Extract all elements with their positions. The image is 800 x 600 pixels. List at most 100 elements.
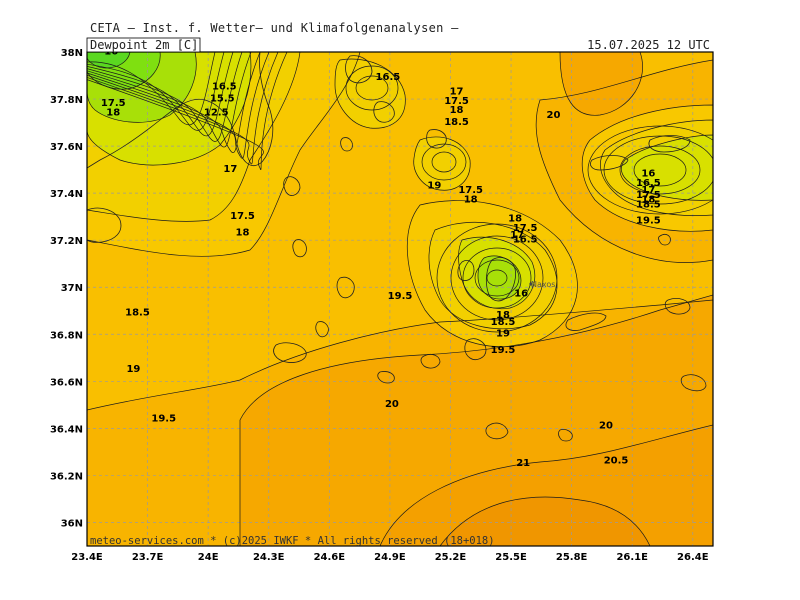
contour-label: 20.5	[604, 456, 629, 467]
contour-line	[87, 52, 270, 159]
contour-line	[620, 134, 713, 201]
contour-line	[619, 145, 701, 195]
contour-label: 19.5	[388, 291, 413, 302]
parameter-title: Dewpoint 2m [C]	[90, 38, 198, 52]
contour-line	[458, 236, 536, 310]
latitude-tick-label: 36.2N	[50, 471, 83, 482]
island-sifnos	[315, 321, 329, 338]
contour-line	[379, 424, 713, 546]
contour-label: 18	[106, 108, 120, 119]
place-label-naxos: Naxos	[531, 280, 555, 289]
latitude-tick-label: 36.6N	[50, 377, 83, 388]
contour-label: 17.5	[101, 98, 126, 109]
island-samos	[648, 135, 691, 153]
field-band-17-east	[621, 135, 713, 201]
field-band-21	[440, 497, 650, 546]
contour-label: 16	[641, 169, 655, 180]
longitude-tick-label: 24.9E	[374, 552, 406, 563]
contour-label: 18	[450, 105, 464, 116]
latitude-tick-label: 37.6N	[50, 142, 83, 153]
island-syros	[340, 137, 353, 152]
contour-label: 17	[450, 86, 464, 97]
contour-line	[431, 151, 457, 173]
island-tinos	[373, 101, 395, 123]
contour-line	[87, 52, 234, 137]
contour-label: 17.5	[458, 185, 483, 196]
latitude-tick-label: 36N	[61, 518, 83, 529]
contour-label: 18	[641, 195, 655, 206]
contour-lines	[87, 52, 713, 546]
island-kythnos	[292, 239, 307, 258]
contour-line	[535, 59, 713, 263]
contour-line	[587, 125, 713, 215]
island-kea	[283, 176, 301, 196]
island-folegandros	[377, 371, 395, 384]
contour-label: 16.5	[212, 82, 237, 93]
latitude-tick-label: 37.8N	[50, 95, 83, 106]
attica-coast	[87, 52, 274, 169]
producer-title: CETA — Inst. f. Wetter— und Klimafolgena…	[90, 21, 459, 35]
credit-line: meteo-services.com * (c)2025 IWKF * All …	[90, 535, 495, 547]
islands	[87, 52, 707, 442]
contour-label: 17.5	[636, 190, 661, 201]
dewpoint-field	[87, 52, 713, 546]
contour-label: 18.5	[444, 117, 469, 128]
naxos-marker	[529, 282, 533, 286]
contour-line	[474, 259, 520, 297]
contour-line	[87, 52, 279, 165]
contour-line	[87, 52, 288, 170]
contour-line	[239, 294, 713, 546]
longitude-tick-label: 23.7E	[132, 552, 164, 563]
island-milos	[273, 342, 307, 363]
contour-label: 19.5	[636, 216, 661, 227]
parameter-box	[86, 37, 201, 53]
contour-line	[428, 221, 558, 330]
longitude-tick-labels: 23.4E 23.7E 24E 24.3E 24.6E 24.9E 25.2E 25.5E 25…	[71, 552, 708, 563]
contour-label: 16.5	[376, 72, 401, 83]
longitude-tick-label: 24.3E	[253, 552, 285, 563]
contour-label: 17	[510, 230, 524, 241]
contour-line	[581, 104, 713, 232]
island-serifos	[336, 276, 355, 299]
contour-line	[334, 58, 406, 129]
contour-line	[87, 52, 361, 257]
map-frame	[86, 51, 714, 547]
contour-line	[600, 119, 713, 216]
latitude-tick-label: 36.4N	[50, 424, 83, 435]
longitude-tick-label: 25.8E	[556, 552, 588, 563]
longitude-tick-label: 26.1E	[616, 552, 648, 563]
contour-label: 16.5	[636, 178, 661, 189]
contour-label: 21	[516, 458, 530, 469]
contour-label: 19.5	[491, 345, 516, 356]
contour-line	[633, 153, 687, 187]
contour-line	[87, 52, 252, 148]
contour-line	[87, 299, 713, 546]
longitude-tick-label: 26.4E	[677, 552, 709, 563]
lat-lon-grid	[87, 52, 713, 546]
island-mykonos	[426, 129, 447, 149]
contour-line	[406, 200, 578, 348]
contour-line	[87, 52, 252, 166]
contour-line	[603, 135, 713, 205]
field-band-18-north	[335, 59, 406, 129]
contour-line	[87, 52, 261, 153]
contour-label: 15.5	[210, 93, 235, 104]
island-kos	[680, 374, 707, 392]
longitude-tick-label: 25.5E	[495, 552, 527, 563]
island-kalymnos	[664, 298, 691, 315]
contour-label: 18.5	[636, 199, 661, 210]
contour-line	[413, 136, 471, 191]
island-patmos	[658, 234, 671, 246]
longitude-tick-label: 24E	[198, 552, 219, 563]
contour-label: 19	[427, 180, 441, 191]
contour-line	[559, 52, 643, 116]
contour-label: 17.5	[230, 211, 255, 222]
latitude-tick-label: 38N	[61, 48, 83, 59]
island-anafi	[558, 429, 573, 442]
contour-line	[439, 496, 651, 546]
contour-line	[477, 255, 522, 300]
contour-label: 18	[496, 310, 510, 321]
contour-line	[87, 52, 243, 142]
contour-label: 17	[223, 164, 237, 175]
contour-label: 20	[385, 399, 399, 410]
